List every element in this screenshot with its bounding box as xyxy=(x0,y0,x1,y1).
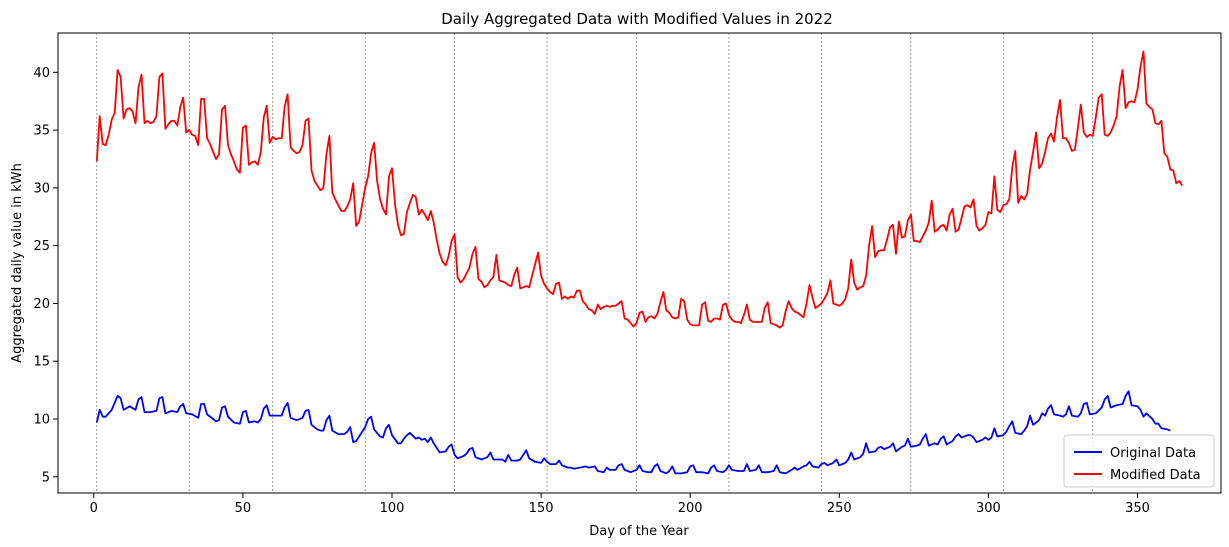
legend-label-original: Original Data xyxy=(1110,446,1196,461)
x-axis: 0 50 100 150 200 250 300 350 xyxy=(90,493,1150,516)
y-tick-label: 20 xyxy=(33,297,50,312)
month-boundary-lines xyxy=(96,33,1094,493)
x-axis-label: Day of the Year xyxy=(589,524,689,539)
y-tick-label: 30 xyxy=(33,181,50,196)
legend: Original Data Modified Data xyxy=(1063,434,1215,488)
chart-title: Daily Aggregated Data with Modified Valu… xyxy=(441,10,833,28)
x-tick-label: 50 xyxy=(235,501,252,516)
x-tick-label: 350 xyxy=(1125,501,1150,516)
y-tick-label: 10 xyxy=(33,413,50,428)
x-tick-label: 150 xyxy=(529,501,554,516)
series-line-modified-data xyxy=(95,50,1183,329)
y-tick-label: 5 xyxy=(42,470,50,485)
y-tick-label: 25 xyxy=(33,239,50,254)
y-tick-label: 15 xyxy=(33,355,50,370)
y-tick-label: 40 xyxy=(33,66,50,81)
y-axis-label: Aggregated daily value in kWh xyxy=(10,163,25,363)
series-line-original-data xyxy=(95,390,1171,475)
x-tick-label: 200 xyxy=(678,501,703,516)
x-tick-label: 0 xyxy=(90,501,98,516)
x-tick-label: 100 xyxy=(380,501,405,516)
plot-frame xyxy=(57,32,1222,494)
x-tick-label: 250 xyxy=(827,501,852,516)
y-tick-label: 35 xyxy=(33,124,50,139)
x-tick-label: 300 xyxy=(976,501,1001,516)
series-layer xyxy=(95,50,1183,475)
legend-label-modified: Modified Data xyxy=(1110,468,1201,483)
y-axis: 5 10 15 20 25 30 35 40 xyxy=(33,66,58,485)
